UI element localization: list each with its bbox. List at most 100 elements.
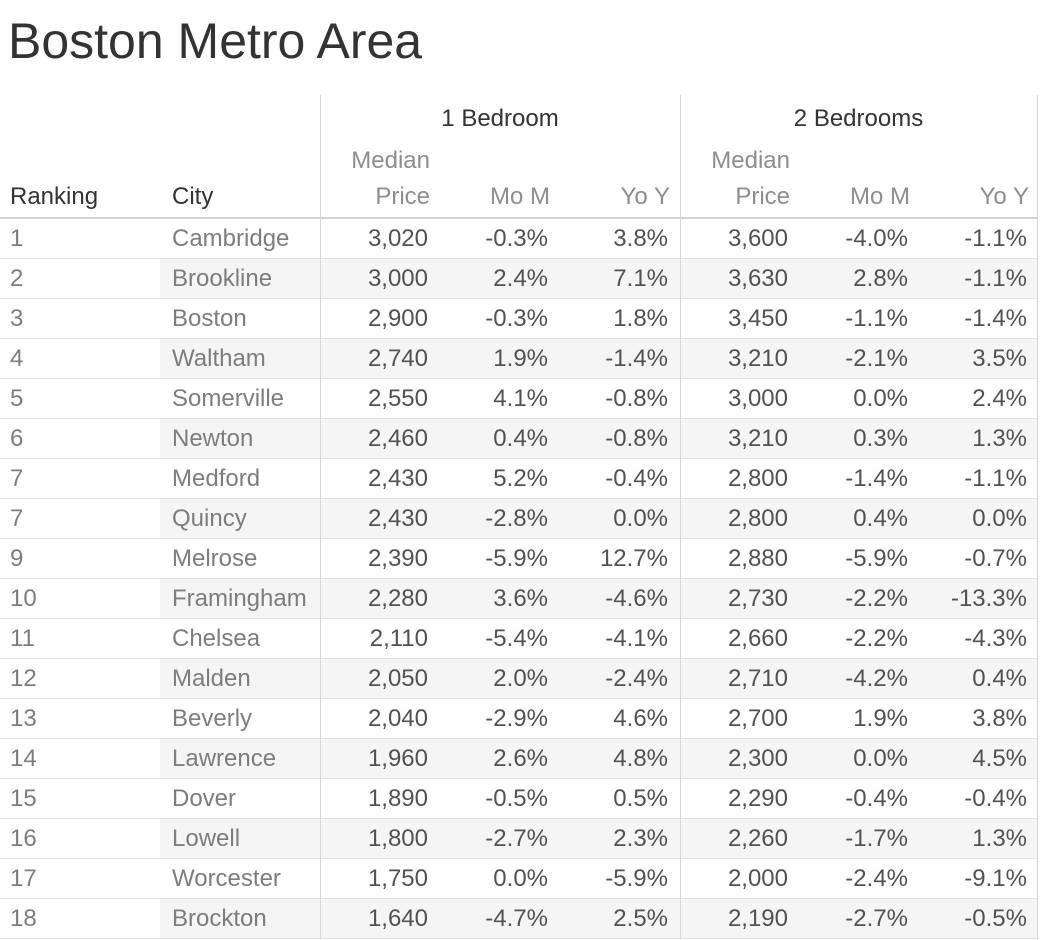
- ranking-cell: 12: [10, 664, 37, 692]
- ranking-cell: 16: [10, 824, 37, 852]
- br1-yoy-cell: -0.4%: [605, 464, 668, 492]
- br1-yoy-cell: -1.4%: [605, 344, 668, 372]
- table-row[interactable]: 9 Melrose 2,390 -5.9% 12.7% 2,880 -5.9% …: [0, 539, 1038, 579]
- city-cell: Melrose: [172, 544, 258, 572]
- br1-yoy-cell: -0.8%: [605, 384, 668, 412]
- table-row[interactable]: 11 Chelsea 2,110 -5.4% -4.1% 2,660 -2.2%…: [0, 619, 1038, 659]
- column-group-1-bedroom: 1 Bedroom: [441, 105, 559, 132]
- br1-mom-cell: 3.6%: [493, 584, 548, 612]
- br2-mom-cell: -1.4%: [845, 464, 908, 492]
- city-cell: Newton: [172, 424, 254, 452]
- table-row[interactable]: 7 Quincy 2,430 -2.8% 0.0% 2,800 0.4% 0.0…: [0, 499, 1038, 539]
- ranking-cell: 7: [10, 504, 24, 532]
- br1-mom-cell: 5.2%: [493, 464, 548, 492]
- br2-yoy-cell: 4.5%: [972, 744, 1027, 772]
- br2-median-price-cell: 2,880: [727, 544, 788, 572]
- br1-mom-cell: -2.8%: [485, 504, 548, 532]
- br1-median-price-cell: 2,460: [367, 424, 428, 452]
- row-band: Boston 2,900 -0.3% 1.8% 3,450 -1.1% -1.4…: [160, 299, 1037, 338]
- page-title: Boston Metro Area: [8, 13, 423, 69]
- ranking-cell: 13: [10, 704, 37, 732]
- br1-mom-cell: 2.0%: [493, 664, 548, 692]
- table-row[interactable]: 2 Brookline 3,000 2.4% 7.1% 3,630 2.8% -…: [0, 259, 1038, 299]
- ranking-cell: 17: [10, 864, 37, 892]
- rent-price-table: 1 Bedroom 2 Bedrooms Ranking City Median…: [0, 95, 1044, 939]
- br1-yoy-cell: -0.8%: [605, 424, 668, 452]
- row-band: Somerville 2,550 4.1% -0.8% 3,000 0.0% 2…: [160, 379, 1037, 418]
- br1-mom-cell: -2.9%: [485, 704, 548, 732]
- city-cell: Quincy: [172, 504, 247, 532]
- br2-median-price-cell: 3,600: [727, 224, 788, 252]
- header-2br-price: Price: [735, 183, 790, 210]
- br1-yoy-cell: 2.3%: [613, 824, 668, 852]
- row-band: Brockton 1,640 -4.7% 2.5% 2,190 -2.7% -0…: [160, 899, 1037, 938]
- table-body: 1 Cambridge 3,020 -0.3% 3.8% 3,600 -4.0%…: [0, 219, 1038, 939]
- ranking-cell: 1: [10, 224, 24, 252]
- table-row[interactable]: 4 Waltham 2,740 1.9% -1.4% 3,210 -2.1% 3…: [0, 339, 1038, 379]
- table-row[interactable]: 7 Medford 2,430 5.2% -0.4% 2,800 -1.4% -…: [0, 459, 1038, 499]
- br2-median-price-cell: 3,630: [727, 264, 788, 292]
- city-cell: Malden: [172, 664, 251, 692]
- br1-yoy-cell: 4.6%: [613, 704, 668, 732]
- table-row[interactable]: 13 Beverly 2,040 -2.9% 4.6% 2,700 1.9% 3…: [0, 699, 1038, 739]
- table-row[interactable]: 3 Boston 2,900 -0.3% 1.8% 3,450 -1.1% -1…: [0, 299, 1038, 339]
- br2-yoy-cell: -1.1%: [964, 224, 1027, 252]
- br1-median-price-cell: 3,020: [367, 224, 428, 252]
- br2-median-price-cell: 2,260: [727, 824, 788, 852]
- row-band: Brookline 3,000 2.4% 7.1% 3,630 2.8% -1.…: [160, 259, 1037, 298]
- header-underline: [0, 217, 1038, 219]
- row-band: Lawrence 1,960 2.6% 4.8% 2,300 0.0% 4.5%: [160, 739, 1037, 778]
- pane-divider-left: [320, 95, 321, 939]
- br2-mom-cell: -2.2%: [845, 584, 908, 612]
- br2-mom-cell: 2.8%: [853, 264, 908, 292]
- br1-yoy-cell: 4.8%: [613, 744, 668, 772]
- row-band: Malden 2,050 2.0% -2.4% 2,710 -4.2% 0.4%: [160, 659, 1037, 698]
- br1-median-price-cell: 2,740: [367, 344, 428, 372]
- ranking-cell: 2: [10, 264, 24, 292]
- br2-median-price-cell: 3,210: [727, 344, 788, 372]
- br1-median-price-cell: 3,000: [367, 264, 428, 292]
- br1-median-price-cell: 1,960: [367, 744, 428, 772]
- table-row[interactable]: 5 Somerville 2,550 4.1% -0.8% 3,000 0.0%…: [0, 379, 1038, 419]
- br2-yoy-cell: -0.4%: [964, 784, 1027, 812]
- ranking-cell: 11: [10, 624, 35, 652]
- br2-mom-cell: 0.0%: [853, 744, 908, 772]
- table-row[interactable]: 14 Lawrence 1,960 2.6% 4.8% 2,300 0.0% 4…: [0, 739, 1038, 779]
- br2-mom-cell: -4.0%: [845, 224, 908, 252]
- row-band: Beverly 2,040 -2.9% 4.6% 2,700 1.9% 3.8%: [160, 699, 1037, 738]
- br2-mom-cell: 0.4%: [853, 504, 908, 532]
- br1-median-price-cell: 2,050: [367, 664, 428, 692]
- table-row[interactable]: 15 Dover 1,890 -0.5% 0.5% 2,290 -0.4% -0…: [0, 779, 1038, 819]
- br2-median-price-cell: 2,190: [727, 904, 788, 932]
- br2-median-price-cell: 2,660: [727, 624, 788, 652]
- table-row[interactable]: 16 Lowell 1,800 -2.7% 2.3% 2,260 -1.7% 1…: [0, 819, 1038, 859]
- br2-median-price-cell: 2,700: [727, 704, 788, 732]
- br1-median-price-cell: 2,390: [367, 544, 428, 572]
- row-band: Chelsea 2,110 -5.4% -4.1% 2,660 -2.2% -4…: [160, 619, 1037, 658]
- br1-yoy-cell: 0.0%: [613, 504, 668, 532]
- ranking-cell: 14: [10, 744, 37, 772]
- table-row[interactable]: 1 Cambridge 3,020 -0.3% 3.8% 3,600 -4.0%…: [0, 219, 1038, 259]
- table-row[interactable]: 18 Brockton 1,640 -4.7% 2.5% 2,190 -2.7%…: [0, 899, 1038, 939]
- ranking-cell: 3: [10, 304, 24, 332]
- br2-mom-cell: -1.1%: [845, 304, 908, 332]
- table-row[interactable]: 10 Framingham 2,280 3.6% -4.6% 2,730 -2.…: [0, 579, 1038, 619]
- ranking-cell: 6: [10, 424, 24, 452]
- ranking-cell: 7: [10, 464, 24, 492]
- header-1br-mom: Mo M: [490, 183, 550, 210]
- br2-median-price-cell: 3,210: [727, 424, 788, 452]
- br1-yoy-cell: 1.8%: [613, 304, 668, 332]
- table-row[interactable]: 12 Malden 2,050 2.0% -2.4% 2,710 -4.2% 0…: [0, 659, 1038, 699]
- city-cell: Chelsea: [172, 624, 261, 652]
- city-cell: Waltham: [172, 344, 266, 372]
- table-row[interactable]: 6 Newton 2,460 0.4% -0.8% 3,210 0.3% 1.3…: [0, 419, 1038, 459]
- br1-yoy-cell: -5.9%: [605, 864, 668, 892]
- row-band: Worcester 1,750 0.0% -5.9% 2,000 -2.4% -…: [160, 859, 1037, 898]
- table-row[interactable]: 17 Worcester 1,750 0.0% -5.9% 2,000 -2.4…: [0, 859, 1038, 899]
- br2-mom-cell: -2.2%: [845, 624, 908, 652]
- br2-yoy-cell: -1.4%: [964, 304, 1027, 332]
- header-1br-yoy: Yo Y: [620, 183, 670, 210]
- br1-mom-cell: 1.9%: [493, 344, 548, 372]
- br2-median-price-cell: 3,450: [727, 304, 788, 332]
